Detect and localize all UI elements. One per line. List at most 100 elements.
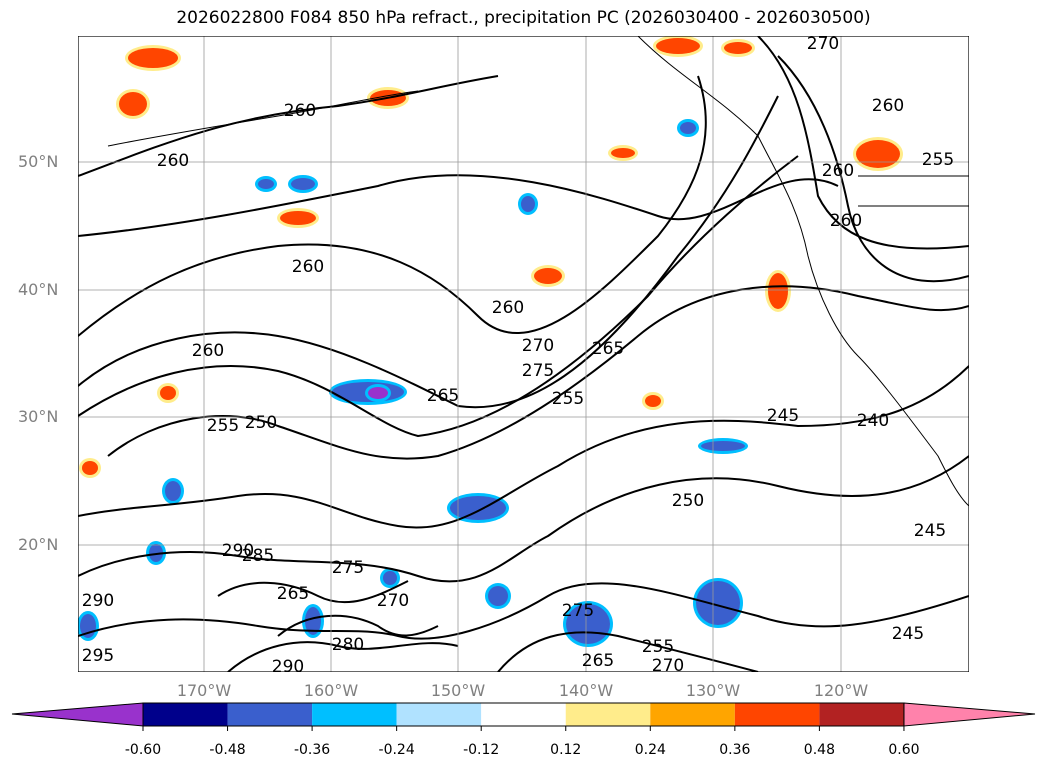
contour-label: 240 — [857, 411, 889, 431]
precip-area — [160, 386, 176, 400]
contour-label: 255 — [642, 637, 674, 657]
contour-label: 270 — [807, 36, 839, 54]
precip-area — [383, 571, 397, 585]
coastline — [637, 36, 969, 507]
precip-area — [165, 481, 181, 501]
refractivity-contour — [78, 365, 969, 529]
contour-label: 250 — [672, 491, 704, 511]
colorbar-tick-label: -0.12 — [463, 742, 500, 758]
precip-area — [258, 179, 274, 189]
precip-area — [280, 211, 316, 225]
precip-area — [521, 196, 535, 212]
contour-label: 290 — [272, 657, 304, 672]
refractivity-contour — [78, 155, 799, 438]
precip-area — [128, 48, 178, 68]
contour-label: 265 — [277, 584, 309, 604]
lat-label-30n: 30°N — [18, 407, 59, 426]
colorbar-tick-label: 0.12 — [550, 742, 582, 758]
lon-label-160w: 160°W — [303, 681, 359, 700]
precip-area — [291, 178, 315, 190]
lon-label-130w: 130°W — [685, 681, 741, 700]
contour-label: 255 — [922, 150, 954, 170]
precip-area — [488, 586, 508, 606]
colorbar-segment — [819, 703, 904, 726]
coastline — [107, 90, 419, 147]
colorbar-tick-label: 0.60 — [888, 742, 920, 758]
lon-label-150w: 150°W — [430, 681, 486, 700]
refractivity-contour — [757, 36, 969, 250]
colorbar-segment — [227, 703, 313, 726]
precip-area — [724, 42, 752, 54]
colorbar-tick-label: -0.60 — [124, 742, 162, 758]
colorbar-segment — [734, 703, 820, 726]
contour-label: 265 — [582, 651, 614, 671]
contour-label: 260 — [872, 96, 904, 116]
contour-label: 270 — [522, 336, 554, 356]
contour-label: 245 — [892, 624, 924, 644]
colorbar-tick-label: 0.48 — [803, 742, 835, 758]
refractivity-contour — [78, 75, 499, 177]
precip-area — [696, 581, 740, 625]
contour-label: 270 — [652, 656, 684, 672]
colorbar-segment — [565, 703, 651, 726]
refractivity-contour — [78, 455, 969, 583]
contour-label: 255 — [207, 416, 239, 436]
contour-label: 265 — [592, 339, 624, 359]
precip-area — [368, 387, 388, 399]
refractivity-contour — [227, 641, 459, 672]
refractivity-contour — [217, 580, 409, 604]
precip-area — [645, 395, 661, 407]
colorbar-tick-label: -0.24 — [378, 742, 415, 758]
colorbar-tick-label: 0.36 — [719, 742, 751, 758]
colorbar-extend-low — [11, 702, 144, 727]
precip-area — [701, 441, 745, 451]
contour-label: 260 — [157, 151, 189, 171]
contour-label: 260 — [292, 257, 324, 277]
contour-label: 260 — [192, 341, 224, 361]
colorbar-segment — [396, 703, 482, 726]
contour-label: 290 — [222, 541, 254, 561]
lat-label-40n: 40°N — [18, 280, 59, 299]
lon-label-170w: 170°W — [176, 681, 232, 700]
contour-label: 265 — [427, 386, 459, 406]
precip-area — [856, 140, 900, 168]
contour-label: 285 — [242, 546, 274, 566]
precip-area — [305, 607, 321, 635]
colorbar-tick-label: -0.36 — [293, 742, 331, 758]
colorbar-extend-high — [903, 702, 1036, 727]
precip-area — [534, 268, 562, 284]
refractivity-contour — [78, 95, 779, 409]
contour-label: 245 — [767, 406, 799, 426]
refractivity-contour — [78, 174, 839, 237]
contour-label: 260 — [830, 211, 862, 231]
contour-label: 295 — [82, 646, 114, 666]
colorbar-segment — [312, 703, 397, 726]
lon-label-140w: 140°W — [558, 681, 614, 700]
precip-area — [611, 148, 635, 158]
lat-label-20n: 20°N — [18, 535, 59, 554]
colorbar-tick-label: 0.24 — [634, 742, 666, 758]
refractivity-contour — [777, 55, 969, 283]
map-title: 2026022800 F084 850 hPa refract., precip… — [176, 8, 871, 28]
precip-area — [119, 92, 147, 116]
precip-area — [149, 544, 163, 562]
lat-label-50n: 50°N — [18, 152, 59, 171]
contour-label: 275 — [562, 601, 594, 621]
colorbar-tick-label: -0.48 — [209, 742, 246, 758]
refractivity-contour — [497, 631, 759, 672]
refractivity-contour — [107, 285, 969, 460]
contour-label: 260 — [822, 161, 854, 181]
contour-label: 250 — [245, 413, 277, 433]
colorbar-frame — [142, 702, 905, 727]
precip-area — [82, 461, 98, 475]
contour-label: 280 — [332, 635, 364, 655]
contour-label: 255 — [552, 389, 584, 409]
precip-area — [768, 273, 788, 309]
contour-label: 270 — [377, 591, 409, 611]
contour-label: 275 — [522, 361, 554, 381]
precip-area — [450, 496, 506, 520]
colorbar-segment — [481, 703, 566, 726]
refractivity-contour — [78, 582, 969, 640]
precip-area — [680, 122, 696, 134]
